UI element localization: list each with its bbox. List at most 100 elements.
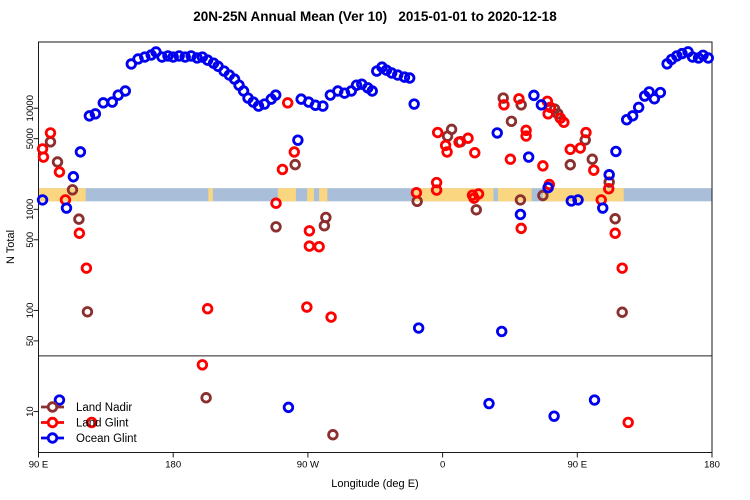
data-point (67, 171, 80, 183)
data-point (520, 130, 532, 142)
data-point (535, 99, 548, 111)
data-point (632, 101, 645, 114)
data-point (53, 394, 66, 406)
data-point (74, 146, 87, 158)
data-point (282, 401, 295, 414)
data-point (350, 79, 363, 91)
y-tick-label: 500 (25, 232, 36, 248)
data-point (537, 189, 549, 202)
data-point (472, 188, 485, 200)
data-point (281, 97, 294, 109)
data-point (44, 136, 57, 148)
map-band-land-segment (38, 188, 86, 202)
data-point (191, 52, 203, 64)
data-point (430, 184, 443, 196)
world-map-band (38, 188, 712, 202)
data-point (505, 115, 518, 128)
legend-label-ocean-glint: Ocean Glint (76, 433, 138, 445)
series-land-nadir (44, 92, 628, 441)
data-point (37, 151, 50, 163)
data-point (626, 110, 639, 122)
data-point (609, 227, 621, 239)
map-band-land-segment (277, 188, 296, 202)
data-point (542, 181, 554, 194)
data-point (325, 311, 337, 323)
data-point (514, 208, 527, 221)
data-point (609, 213, 621, 225)
map-band-land-segment (542, 188, 624, 202)
data-point (66, 184, 79, 196)
data-point (179, 51, 191, 63)
data-point (366, 85, 378, 97)
data-point (496, 325, 508, 338)
data-point (597, 202, 609, 214)
x-tick-label: 90 W (297, 460, 319, 471)
legend-marker-0 (46, 401, 59, 413)
data-point (303, 240, 316, 252)
data-point (504, 153, 517, 165)
data-point (520, 124, 532, 136)
data-point (548, 410, 560, 422)
data-point (588, 394, 601, 406)
data-point (156, 51, 168, 63)
map-band-land-segment (208, 188, 213, 202)
data-point (252, 100, 265, 112)
data-point (201, 303, 214, 315)
data-point (270, 197, 282, 209)
data-point (497, 92, 509, 104)
y-tick-label: 5000 (25, 128, 36, 149)
data-point (514, 194, 527, 206)
legend-marker-2 (46, 432, 59, 444)
data-point (403, 72, 416, 84)
data-point (431, 126, 444, 139)
data-point (572, 194, 584, 206)
data-point (498, 99, 510, 111)
x-tick-label: 0 (440, 460, 445, 471)
data-point (513, 93, 525, 105)
data-point (515, 222, 527, 235)
data-point (51, 156, 64, 168)
data-point (565, 195, 578, 207)
data-point (80, 262, 93, 274)
x-tick-label: 180 (704, 460, 720, 471)
data-point (528, 89, 540, 102)
map-band-land-segment (319, 188, 328, 202)
data-point (85, 416, 98, 429)
data-point (303, 225, 316, 237)
data-point (288, 146, 300, 158)
y-tick-label: 1000 (25, 199, 36, 220)
data-point (603, 182, 615, 195)
data-point (676, 47, 688, 60)
data-point (276, 163, 289, 176)
data-point (453, 136, 465, 148)
data-point (53, 166, 66, 178)
data-point (469, 147, 481, 159)
data-point (564, 143, 576, 156)
x-axis-label: Longitude (deg E) (331, 478, 419, 490)
data-point (327, 429, 339, 441)
data-point (558, 116, 570, 129)
data-point (412, 322, 425, 334)
data-point (320, 211, 332, 224)
data-point (702, 52, 714, 64)
x-tick-label: 90 E (568, 460, 588, 471)
y-tick-label: 100 (25, 303, 36, 319)
data-point (588, 164, 600, 176)
data-point (36, 194, 49, 206)
data-point (200, 392, 212, 404)
data-point (648, 93, 661, 105)
data-point (586, 153, 598, 165)
data-point (119, 85, 132, 97)
map-band-land-segment (307, 188, 314, 202)
data-point (173, 50, 185, 62)
data-point (270, 221, 282, 233)
series-land-glint (36, 93, 634, 429)
legend: Land Nadir Land Glint Ocean Glint (41, 401, 138, 445)
data-point (408, 98, 420, 110)
data-point (686, 51, 699, 63)
data-point (445, 123, 458, 136)
data-point (564, 159, 576, 171)
data-point (270, 89, 282, 101)
